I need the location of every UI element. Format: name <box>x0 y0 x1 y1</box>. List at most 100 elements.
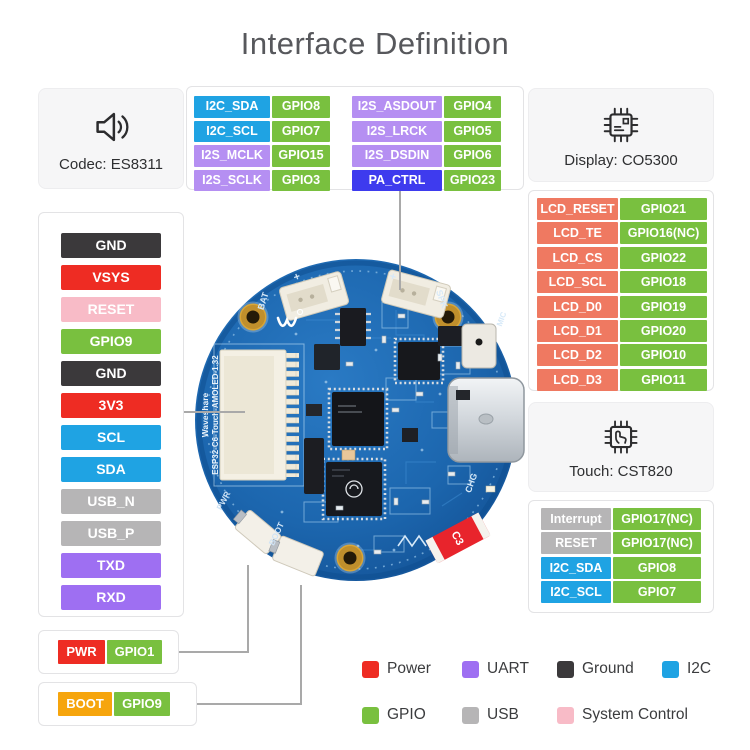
pin-name-cell: I2S_LRCK <box>352 120 442 142</box>
speaker-connector <box>381 269 451 319</box>
pin-gpio-cell: GPIO7 <box>272 120 330 142</box>
pin-row: I2S_DSDIN GPIO6 <box>352 145 501 167</box>
mic-silkscreen: MIC <box>495 311 509 328</box>
pin-row: I2C_SDA GPIO8 <box>541 556 701 579</box>
pin-name-cell: I2S_MCLK <box>194 145 270 167</box>
audio-pin-table-left: I2C_SDA GPIO8 I2C_SCL GPIO7 I2S_MCLK GPIO15… <box>194 96 330 194</box>
chg-led <box>485 485 496 493</box>
sot23-component <box>306 404 322 416</box>
speaker-icon <box>96 112 129 142</box>
legend-item-i2c: I2C <box>662 660 711 678</box>
tantalum-cap <box>341 449 356 461</box>
pin-row: I2C_SDA GPIO8 <box>194 96 330 118</box>
i2c-swatch <box>662 660 679 678</box>
pin-name-cell: I2S_SCLK <box>194 169 270 191</box>
chip-icon <box>603 107 639 142</box>
pin-gpio-cell: GPIO7 <box>613 581 701 604</box>
pwr-callout-line-h <box>179 651 249 653</box>
pin-gpio-cell: GPIO18 <box>620 271 707 294</box>
pin-row: I2S_MCLK GPIO15 <box>194 145 330 167</box>
pin-name-cell: I2C_SCL <box>194 120 270 142</box>
legend-label: Power <box>387 660 431 677</box>
side-pin: GPIO9 <box>61 329 161 354</box>
pin-row: LCD_RESET GPIO21 <box>537 198 707 220</box>
pin-name-cell: LCD_D0 <box>537 295 618 318</box>
pin-gpio-cell: GPIO19 <box>620 295 707 318</box>
pin-gpio-cell: GPIO16(NC) <box>620 222 707 245</box>
ground-swatch <box>557 660 574 678</box>
esp32-c6-chip <box>321 457 387 521</box>
side-pin: SCL <box>61 425 161 450</box>
c3-component: C3 <box>425 512 491 564</box>
fpc-connector <box>213 343 305 487</box>
side-pin: GND <box>61 233 161 258</box>
pin-row: PA_CTRL GPIO23 <box>352 169 501 191</box>
side-pin: 3V3 <box>61 393 161 418</box>
pin-name-cell: RESET <box>541 532 611 555</box>
side-pin: RESET <box>61 297 161 322</box>
waveshare-logo <box>276 308 304 328</box>
pin-name-cell: I2S_DSDIN <box>352 145 442 167</box>
pin-name-cell: LCD_D3 <box>537 368 618 391</box>
gpio-swatch <box>362 706 379 724</box>
codec-panel: Codec: ES8311 <box>38 88 184 189</box>
legend-item-gpio: GPIO <box>362 706 426 724</box>
pin-name-cell: LCD_D1 <box>537 319 618 342</box>
legend-item-power: Power <box>362 660 431 678</box>
touch-label: Touch: CST820 <box>569 462 673 480</box>
page-title: Interface Definition <box>240 26 510 61</box>
board-model-silkscreen: ESP32-C6-Touch-AMOLED-1.32 <box>211 355 220 475</box>
inductor-component <box>304 438 324 494</box>
pin-name-cell: BOOT <box>58 692 112 716</box>
pin-row: I2C_SCL GPIO7 <box>194 120 330 142</box>
pin-gpio-cell: GPIO1 <box>107 640 162 664</box>
pin-gpio-cell: GPIO8 <box>272 96 330 118</box>
pin-row: LCD_TE GPIO16(NC) <box>537 222 707 245</box>
sot23-component <box>456 390 470 400</box>
pin-gpio-cell: GPIO20 <box>620 319 707 342</box>
touch-pin-table: Interrupt GPIO17(NC) RESET GPIO17(NC) I2C_… <box>541 508 701 606</box>
uart-swatch <box>462 660 479 678</box>
legend-item-system-control: System Control <box>557 706 688 724</box>
side-pin: VSYS <box>61 265 161 290</box>
pin-row: I2S_SCLK GPIO3 <box>194 169 330 191</box>
side-pin: RXD <box>61 585 161 610</box>
boot-pin-row: BOOT GPIO9 <box>58 692 170 716</box>
side-pin: USB_N <box>61 489 161 514</box>
pin-name-cell: LCD_CS <box>537 246 618 269</box>
pin-row: LCD_D2 GPIO10 <box>537 344 707 367</box>
passive-components <box>335 313 461 555</box>
mounting-hole <box>237 301 269 333</box>
codec-label: Codec: ES8311 <box>59 156 163 173</box>
touch-panel: Touch: CST820 <box>528 402 714 492</box>
pin-row: RESET GPIO17(NC) <box>541 532 701 555</box>
side-pin: GND <box>61 361 161 386</box>
legend-item-uart: UART <box>462 660 529 678</box>
spk-callout-line <box>399 188 401 290</box>
pin-row: LCD_SCL GPIO18 <box>537 271 707 294</box>
fpc-callout-line <box>183 411 245 413</box>
side-pin: USB_P <box>61 521 161 546</box>
pin-row: LCD_D0 GPIO19 <box>537 295 707 318</box>
pin-name-cell: I2S_ASDOUT <box>352 96 442 118</box>
system-control-swatch <box>557 706 574 724</box>
boot-callout-line-v <box>300 585 302 705</box>
spk-plus-silkscreen: + <box>388 270 397 283</box>
qfn-chip <box>393 337 445 385</box>
legend-label: UART <box>487 660 529 677</box>
pin-row: LCD_D3 GPIO11 <box>537 368 707 391</box>
c3-label: C3 <box>449 529 466 547</box>
pcb-vias <box>280 332 470 552</box>
pin-name-cell: I2C_SDA <box>541 556 611 579</box>
pin-name-cell: I2C_SCL <box>541 581 611 604</box>
pin-row: I2C_SCL GPIO7 <box>541 581 701 604</box>
pin-gpio-cell: GPIO4 <box>444 96 501 118</box>
legend-item-usb: USB <box>462 706 519 724</box>
boot-callout-line-h <box>197 703 302 705</box>
pin-gpio-cell: GPIO3 <box>272 169 330 191</box>
legend-label: GPIO <box>387 706 426 723</box>
pin-name-cell: Interrupt <box>541 508 611 530</box>
pin-name-cell: PWR <box>58 640 105 664</box>
antenna-trace <box>397 534 427 548</box>
